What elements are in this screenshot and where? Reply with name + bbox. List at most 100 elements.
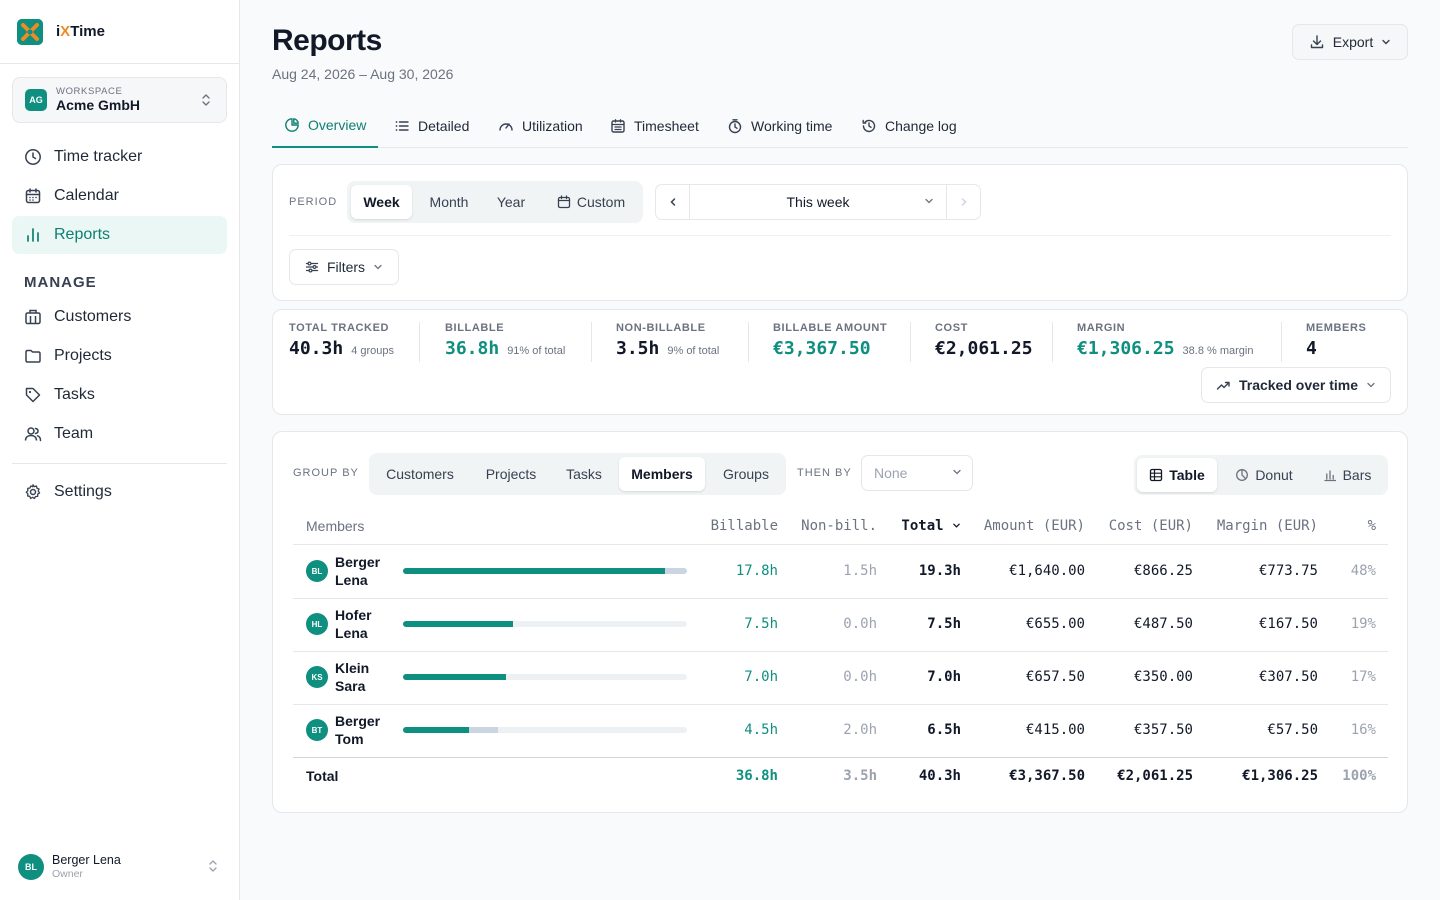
period-week-button[interactable]: Week [351, 185, 412, 219]
group-tasks-button[interactable]: Tasks [566, 466, 602, 482]
app-name: iXTime [56, 23, 105, 40]
group-customers-button[interactable]: Customers [386, 466, 454, 482]
cell-non-billable: 2.0h [843, 722, 877, 738]
view-segmented-control: Table Donut Bars [1134, 455, 1388, 495]
total-billable: 36.8h [735, 768, 778, 784]
chevron-down-icon [925, 198, 933, 204]
cell-non-billable: 0.0h [843, 616, 877, 632]
cell-billable: 17.8h [735, 563, 778, 579]
tab-working-time[interactable]: Working time [727, 104, 832, 147]
users-icon [24, 427, 42, 442]
column-header-members[interactable]: Members [306, 518, 365, 534]
calendar-icon [611, 118, 625, 133]
cell-margin: €167.50 [1258, 616, 1318, 632]
date-range: Aug 24, 2026 – Aug 30, 2026 [272, 66, 454, 82]
divider [419, 322, 420, 362]
divider [1281, 322, 1282, 362]
view-bars-label: Bars [1342, 467, 1372, 483]
tracked-over-time-button[interactable]: Tracked over time [1201, 367, 1391, 403]
nav-label: Projects [54, 347, 112, 364]
member-last-name: Hofer [335, 607, 372, 623]
column-header-total[interactable]: Total [873, 518, 961, 534]
period-custom-label: Custom [576, 194, 626, 210]
filters-button[interactable]: Filters [289, 249, 399, 285]
cell-cost: €487.50 [1133, 616, 1193, 632]
column-header-percent[interactable]: % [1367, 518, 1376, 534]
nav-customers[interactable]: Customers [12, 298, 227, 336]
sidebar: iXTime AG WORKSPACE Acme GmbH Time track… [0, 0, 240, 900]
stat-sub: 38.8 % margin [1182, 345, 1254, 357]
member-last-name: Berger [335, 554, 381, 570]
tab-utilization[interactable]: Utilization [498, 104, 583, 147]
stat-sub: 9% of total [667, 345, 720, 357]
previous-period-button[interactable] [656, 185, 690, 219]
view-table-button[interactable]: Table [1137, 458, 1217, 492]
table-row[interactable]: BL Berger Lena 17.8h 1.5h 19.3h €1,640.00 €866.… [293, 545, 1388, 598]
then-by-label: THEN BY [797, 467, 852, 479]
then-by-select[interactable]: None [861, 455, 973, 491]
tab-detailed[interactable]: Detailed [394, 104, 469, 147]
view-table-label: Table [1169, 467, 1205, 483]
tracked-over-time-label: Tracked over time [1238, 377, 1359, 393]
export-button[interactable]: Export [1292, 24, 1408, 60]
sliders-icon [305, 261, 319, 273]
summary-stats-card: TOTAL TRACKED 40.3h 4 groups BILLABLE 36.… [272, 309, 1408, 415]
column-header-non-billable[interactable]: Non-bill. [801, 518, 877, 534]
table-row[interactable]: HL Hofer Lena 7.5h 0.0h 7.5h €655.00 €487.50 €16… [293, 598, 1388, 651]
hours-bar [403, 621, 687, 627]
group-members-button[interactable]: Members [619, 457, 705, 491]
cell-margin: €307.50 [1258, 669, 1318, 685]
nav-label: Calendar [54, 187, 119, 204]
tab-timesheet[interactable]: Timesheet [610, 104, 699, 147]
tab-label: Change log [885, 117, 957, 134]
gauge-icon [499, 122, 513, 131]
stat-label: MARGIN [1077, 322, 1126, 334]
period-select[interactable]: This week [690, 185, 946, 219]
total-header-label: Total [901, 518, 944, 534]
column-header-margin[interactable]: Margin (EUR) [1216, 518, 1318, 534]
member-name[interactable]: Klein Sara [335, 659, 401, 695]
total-margin: €1,306.25 [1242, 768, 1318, 784]
view-donut-button[interactable]: Donut [1222, 458, 1306, 492]
member-name[interactable]: Berger Lena [335, 553, 401, 589]
nav-reports[interactable]: Reports [12, 216, 227, 254]
group-groups-button[interactable]: Groups [723, 466, 769, 482]
nav-time-tracker[interactable]: Time tracker [12, 138, 227, 176]
table-row[interactable]: BT Berger Tom 4.5h 2.0h 6.5h €415.00 €357.50 €57… [293, 704, 1388, 757]
table-row[interactable]: KS Klein Sara 7.0h 0.0h 7.0h €657.50 €350.00 €30… [293, 651, 1388, 704]
total-non-billable: 3.5h [843, 768, 877, 784]
total-label: Total [306, 768, 339, 784]
group-projects-button[interactable]: Projects [485, 466, 537, 482]
stat-billable-amount: BILLABLE AMOUNT €3,367.50 [773, 322, 887, 374]
period-year-button[interactable]: Year [496, 194, 526, 210]
nav-projects[interactable]: Projects [12, 337, 227, 375]
stat-members: MEMBERS 4 [1306, 322, 1366, 374]
column-header-amount[interactable]: Amount (EUR) [983, 518, 1085, 534]
tab-change-log[interactable]: Change log [861, 104, 957, 147]
member-name[interactable]: Hofer Lena [335, 606, 401, 642]
cell-margin: €773.75 [1258, 563, 1318, 579]
stat-sub: 91% of total [507, 345, 566, 357]
member-name[interactable]: Berger Tom [335, 712, 401, 748]
period-custom-button[interactable]: Custom [543, 185, 639, 219]
nav-tasks[interactable]: Tasks [12, 376, 227, 414]
nav-settings[interactable]: Settings [12, 473, 227, 511]
donut-chart-icon [1236, 469, 1249, 481]
divider [293, 757, 1388, 758]
user-role: Owner [52, 868, 83, 880]
cell-billable: 7.5h [744, 616, 778, 632]
column-header-billable[interactable]: Billable [710, 518, 778, 534]
next-period-button[interactable] [946, 185, 980, 219]
nav-calendar[interactable]: Calendar [12, 177, 227, 215]
view-bars-button[interactable]: Bars [1310, 458, 1384, 492]
user-menu[interactable]: BL Berger Lena Owner [18, 852, 223, 882]
tab-overview[interactable]: Overview [272, 104, 378, 148]
column-header-cost[interactable]: Cost (EUR) [1108, 518, 1193, 534]
brand[interactable]: iXTime [0, 0, 239, 64]
workspace-switcher[interactable]: AG WORKSPACE Acme GmbH [12, 77, 227, 123]
period-month-button[interactable]: Month [429, 194, 469, 210]
nav-team[interactable]: Team [12, 415, 227, 453]
stat-label: TOTAL TRACKED [289, 322, 390, 334]
table-total-row: Total 36.8h 3.5h 40.3h €3,367.50 €2,061.… [293, 758, 1388, 794]
table-icon [1150, 468, 1163, 482]
